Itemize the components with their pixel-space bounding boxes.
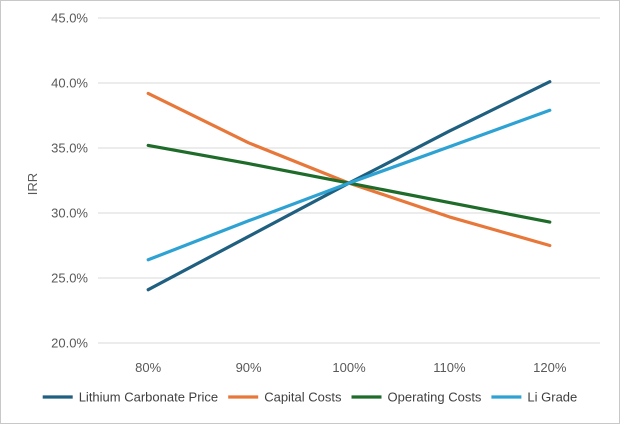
series-line <box>146 108 552 262</box>
legend-item: Lithium Carbonate Price <box>42 390 218 405</box>
legend-label: Li Grade <box>527 390 577 405</box>
legend-label: Operating Costs <box>388 390 482 405</box>
y-tick-label: 20.0% <box>51 336 88 351</box>
legend-label: Lithium Carbonate Price <box>79 390 218 405</box>
y-tick-label: 25.0% <box>51 271 88 286</box>
y-axis-title: IRR <box>25 173 40 195</box>
x-tick-label: 90% <box>236 360 262 375</box>
y-tick-label: 45.0% <box>51 11 88 26</box>
x-tick-label: 80% <box>135 360 161 375</box>
y-tick-label: 30.0% <box>51 206 88 221</box>
legend-item: Capital Costs <box>228 390 342 405</box>
series-line <box>146 91 552 248</box>
legend-label: Capital Costs <box>264 390 342 405</box>
x-axis-ticks: 80% 90% 100% 110% 120% <box>135 360 567 375</box>
series-lines <box>146 80 552 292</box>
x-tick-label: 110% <box>433 360 466 375</box>
y-tick-label: 35.0% <box>51 141 88 156</box>
gridlines <box>98 17 600 344</box>
legend-item: Operating Costs <box>351 390 482 405</box>
series-line <box>146 80 552 292</box>
legend: Lithium Carbonate Price Capital Costs Oper… <box>42 390 577 405</box>
x-tick-label: 100% <box>332 360 366 375</box>
y-axis-ticks: 20.0% 25.0% 30.0% 35.0% 40.0% 45.0% <box>51 11 88 351</box>
legend-item: Li Grade <box>491 390 577 405</box>
x-tick-label: 120% <box>533 360 567 375</box>
y-tick-label: 40.0% <box>51 76 88 91</box>
